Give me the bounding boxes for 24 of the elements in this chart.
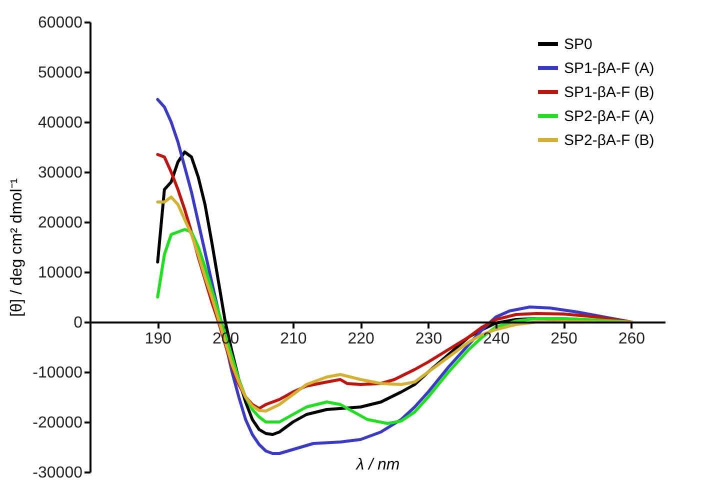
y-tick-label: 40000 bbox=[38, 114, 83, 132]
y-axis-title: [θ] / deg cm² dmol⁻¹ bbox=[8, 178, 26, 317]
y-tick-label: -20000 bbox=[32, 414, 83, 432]
y-tick-label: -10000 bbox=[32, 364, 83, 382]
y-tick-label: 0 bbox=[74, 314, 83, 332]
legend-label: SP2-βA-F (A) bbox=[564, 108, 654, 125]
y-tick-label: -30000 bbox=[32, 464, 83, 482]
y-tick-label: 50000 bbox=[38, 64, 83, 82]
x-axis-title: λ / nm bbox=[355, 456, 400, 474]
x-tick-label: 260 bbox=[618, 330, 646, 348]
y-tick-label: 10000 bbox=[38, 264, 83, 282]
x-tick-label: 220 bbox=[348, 330, 375, 348]
x-tick-label: 230 bbox=[415, 330, 442, 348]
legend-label: SP2-βA-F (B) bbox=[564, 132, 654, 149]
y-tick-label: 20000 bbox=[38, 214, 83, 232]
legend-label: SP0 bbox=[564, 36, 592, 53]
x-tick-label: 240 bbox=[483, 330, 510, 348]
x-tick-label: 250 bbox=[550, 330, 578, 348]
legend-label: SP1-βA-F (B) bbox=[564, 84, 654, 101]
legend-label: SP1-βA-F (A) bbox=[564, 60, 654, 77]
y-tick-label: 60000 bbox=[38, 14, 83, 32]
y-tick-label: 30000 bbox=[38, 164, 83, 182]
x-tick-label: 210 bbox=[280, 330, 307, 348]
x-tick-label: 190 bbox=[144, 330, 172, 348]
